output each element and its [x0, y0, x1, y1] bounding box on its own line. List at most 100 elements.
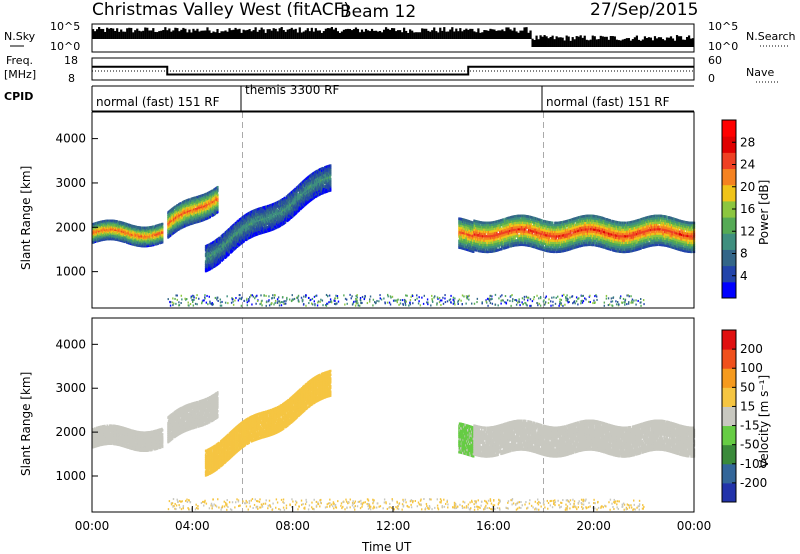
sky-count-mark	[385, 27, 387, 39]
sky-count-mark	[329, 28, 331, 39]
sky-count-mark	[202, 31, 204, 39]
freq-tick-bottom: 8	[68, 72, 75, 85]
sky-count-mark	[600, 36, 602, 47]
sky-count-mark	[439, 28, 441, 39]
sky-count-mark	[463, 30, 465, 39]
cpid-segment-1: normal (fast) 151 RF	[96, 95, 220, 109]
sky-count-mark	[578, 37, 580, 47]
sky-count-mark	[517, 33, 519, 39]
sky-count-mark	[315, 28, 317, 39]
sky-count-mark	[558, 37, 560, 47]
sky-count-mark	[271, 31, 273, 39]
sky-count-mark	[507, 27, 509, 39]
sky-count-mark	[208, 30, 210, 39]
sky-count-mark	[399, 30, 401, 39]
sky-count-mark	[574, 39, 576, 47]
sky-count-mark	[222, 31, 224, 39]
sky-count-mark	[283, 30, 285, 39]
sky-count-mark	[604, 37, 606, 47]
sky-count-mark	[387, 29, 389, 39]
sky-count-mark	[666, 37, 668, 47]
sky-count-mark	[124, 32, 126, 39]
sky-count-mark	[481, 32, 483, 39]
sky-count-mark	[126, 28, 128, 39]
sky-count-mark	[240, 33, 242, 39]
sky-count-mark	[150, 30, 152, 39]
sky-count-mark	[351, 30, 353, 39]
freq-left-label-1: Freq.	[6, 54, 33, 67]
sky-count-mark	[584, 36, 586, 47]
sky-count-mark	[353, 29, 355, 39]
sky-count-mark	[594, 36, 596, 47]
sky-count-mark	[640, 41, 642, 47]
sky-count-mark	[614, 36, 616, 47]
sky-count-mark	[275, 29, 277, 39]
sky-count-mark	[529, 31, 531, 39]
sky-count-mark	[136, 29, 138, 39]
sky-count-mark	[265, 33, 267, 39]
sky-count-mark	[630, 41, 632, 47]
sky-count-mark	[251, 31, 253, 39]
sky-count-mark	[570, 41, 572, 47]
sky-count-mark	[455, 29, 457, 39]
sky-count-mark	[511, 31, 513, 39]
sky-count-mark	[403, 28, 405, 39]
sky-count-mark	[182, 28, 184, 39]
sky-count-mark	[485, 30, 487, 39]
sky-count-mark	[216, 29, 218, 39]
sky-count-mark	[236, 29, 238, 39]
sky-count-mark	[523, 27, 525, 39]
sky-count-mark	[531, 39, 533, 47]
sky-count-mark	[537, 39, 539, 47]
sky-count-mark	[586, 40, 588, 47]
sky-count-mark	[457, 31, 459, 39]
sky-count-mark	[269, 29, 271, 39]
sky-count-mark	[347, 29, 349, 39]
sky-count-mark	[104, 32, 106, 39]
sky-count-mark	[218, 33, 220, 39]
sky-count-mark	[616, 40, 618, 47]
sky-count-mark	[443, 27, 445, 39]
sky-count-mark	[357, 29, 359, 39]
sky-count-mark	[624, 39, 626, 47]
sky-count-mark	[142, 31, 144, 39]
sky-count-mark	[401, 32, 403, 39]
sky-count-mark	[311, 28, 313, 39]
sky-count-mark	[433, 27, 435, 39]
sky-count-mark	[497, 30, 499, 39]
sky-count-mark	[343, 30, 345, 39]
sky-count-mark	[363, 32, 365, 39]
sky-count-mark	[475, 32, 477, 39]
sky-count-mark	[421, 28, 423, 39]
sky-count-mark	[295, 29, 297, 39]
sky-count-mark	[162, 30, 164, 39]
sky-count-mark	[618, 40, 620, 47]
power-cell	[162, 223, 164, 226]
sky-count-mark	[375, 31, 377, 39]
sky-count-mark	[178, 31, 180, 39]
sky-count-mark	[546, 36, 548, 47]
sky-count-mark	[234, 28, 236, 39]
sky-count-mark	[652, 40, 654, 47]
sky-count-mark	[690, 39, 692, 47]
freq-panel-frame	[92, 58, 694, 80]
sky-count-mark	[309, 31, 311, 39]
sky-count-mark	[194, 31, 196, 39]
sky-count-mark	[519, 31, 521, 39]
sky-count-mark	[106, 28, 108, 39]
sky-count-mark	[580, 35, 582, 47]
sky-count-mark	[477, 28, 479, 39]
sky-count-mark	[154, 32, 156, 39]
sky-count-mark	[192, 29, 194, 39]
sky-count-mark	[471, 29, 473, 39]
sky-count-mark	[327, 28, 329, 39]
sky-count-mark	[291, 28, 293, 39]
sky-count-mark	[130, 28, 132, 39]
sky-count-mark	[473, 31, 475, 39]
sky-count-mark	[148, 30, 150, 39]
sky-count-mark	[359, 32, 361, 39]
sky-count-mark	[405, 31, 407, 39]
sky-count-mark	[409, 29, 411, 39]
sky-count-mark	[596, 39, 598, 47]
sky-count-mark	[144, 27, 146, 39]
